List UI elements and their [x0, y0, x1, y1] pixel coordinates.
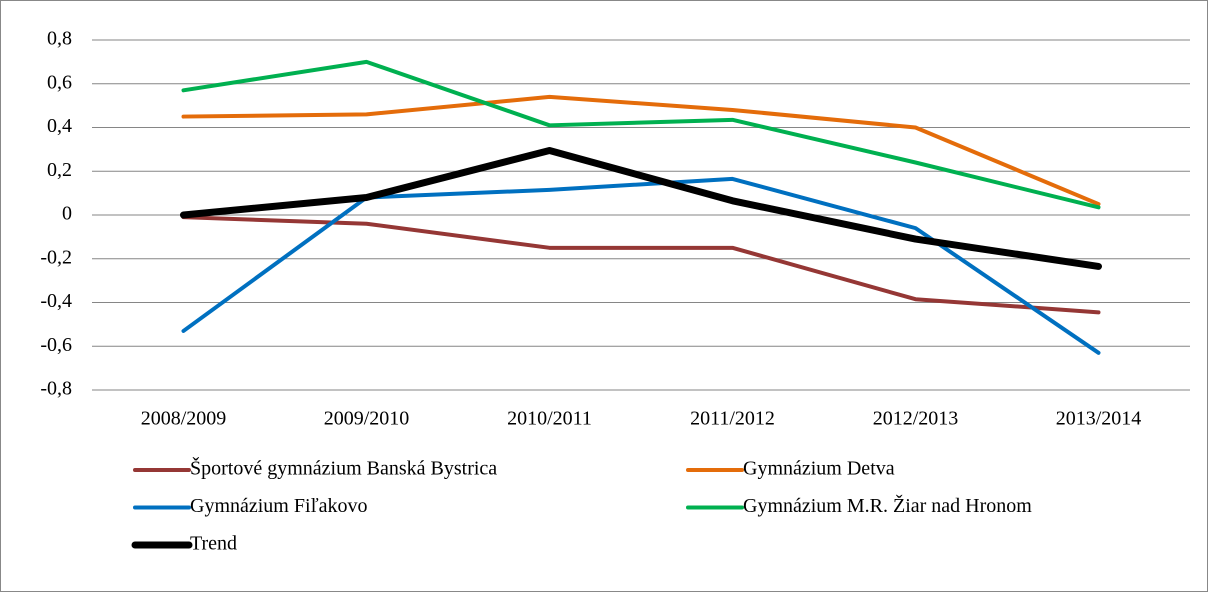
x-tick-label: 2010/2011 [507, 408, 592, 430]
legend-label: Trend [190, 533, 237, 555]
y-tick-label: -0,6 [40, 334, 72, 356]
series-line [181, 59, 1101, 210]
y-tick-label: 0,2 [47, 159, 72, 181]
y-tick-label: -0,4 [40, 290, 72, 312]
y-tick-label: 0 [62, 203, 72, 225]
y-tick-label: -0,2 [40, 246, 72, 268]
y-tick-label: -0,8 [40, 378, 72, 400]
series-line [181, 176, 1101, 355]
legend-label: Gymnázium M.R. Žiar nad Hronom [743, 494, 1032, 517]
x-tick-label: 2012/2013 [873, 408, 959, 430]
series-line [181, 94, 1101, 207]
legend-label: Gymnázium Fiľakovo [190, 495, 368, 517]
x-tick-label: 2013/2014 [1056, 408, 1142, 430]
y-tick-label: 0,4 [47, 115, 72, 137]
legend-label: Športové gymnázium Banská Bystrica [190, 456, 497, 480]
y-tick-label: 0,8 [47, 28, 72, 50]
legend-label: Gymnázium Detva [743, 458, 895, 480]
y-tick-label: 0,6 [47, 71, 72, 93]
series-line [181, 215, 1101, 315]
series-line [180, 146, 1102, 270]
x-tick-label: 2011/2012 [690, 408, 775, 430]
x-tick-label: 2008/2009 [141, 408, 227, 430]
x-tick-label: 2009/2010 [324, 408, 410, 430]
